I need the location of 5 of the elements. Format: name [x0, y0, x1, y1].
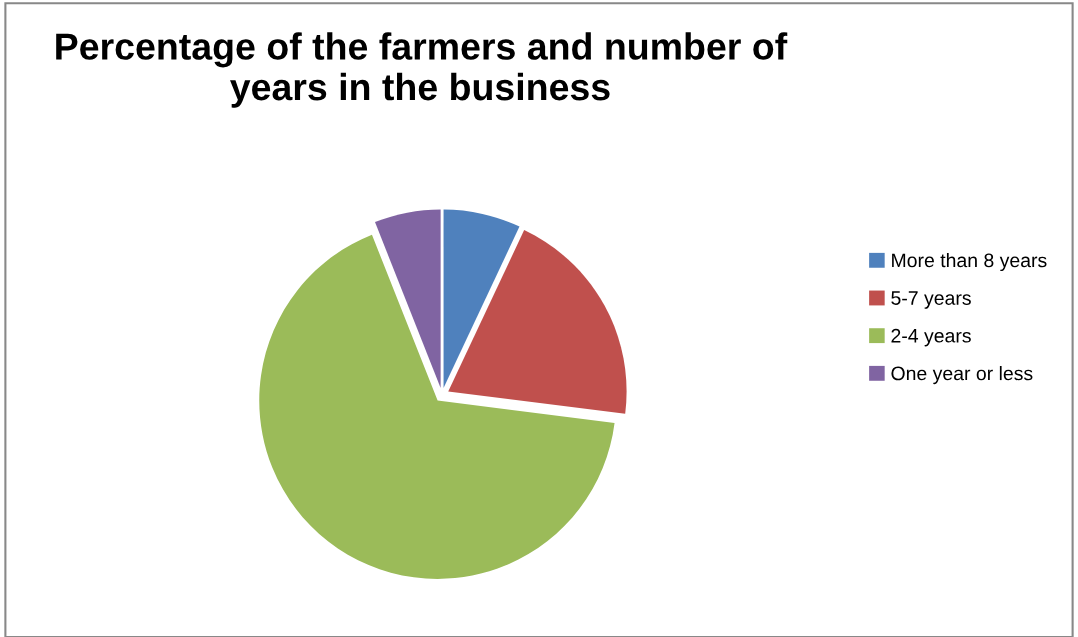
legend-label: 2-4 years: [891, 328, 971, 347]
chart-title: Percentage of the farmers and number of years in the business: [56, 32, 788, 108]
legend-label: More than 8 years: [892, 252, 1047, 272]
legend-label: 5-7 years: [891, 291, 971, 309]
legend-label: One year or less: [891, 366, 1033, 385]
